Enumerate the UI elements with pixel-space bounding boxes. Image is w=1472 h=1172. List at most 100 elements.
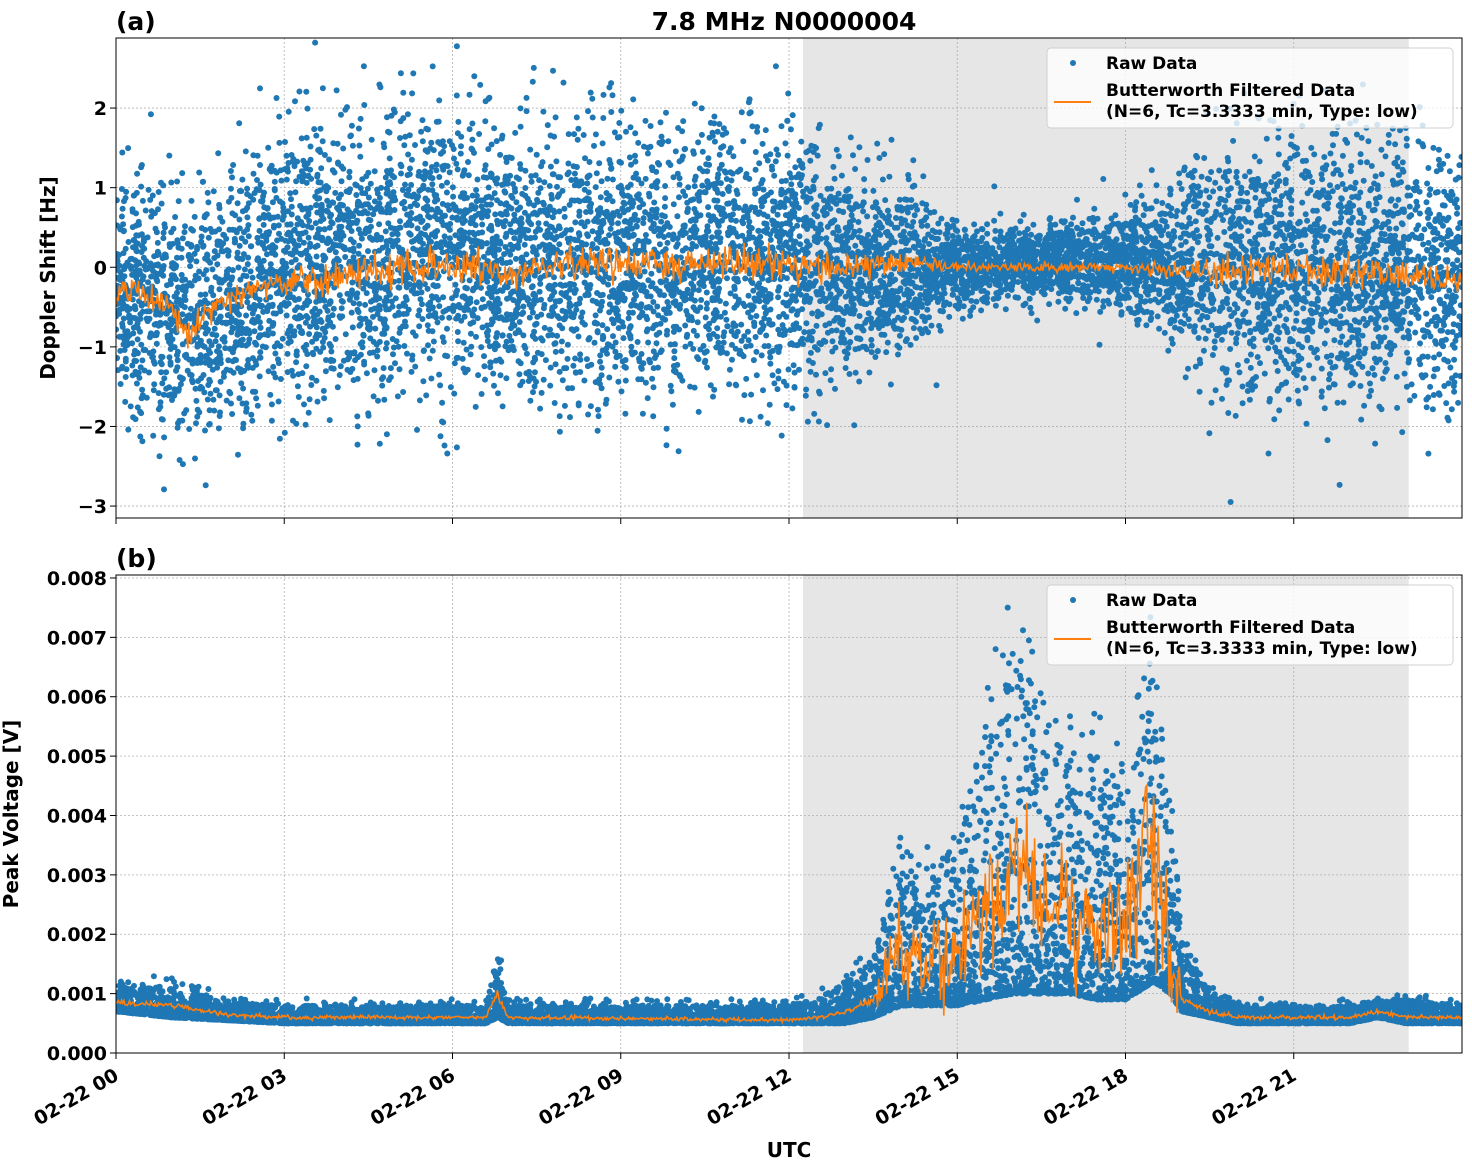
raw-data-point	[698, 297, 705, 303]
raw-data-point	[236, 216, 243, 223]
raw-data-point	[924, 222, 931, 229]
raw-data-point	[638, 364, 645, 371]
raw-data-point	[1350, 368, 1357, 375]
raw-data-point	[1206, 430, 1213, 437]
raw-data-point	[554, 183, 560, 190]
raw-data-point	[309, 531, 315, 537]
raw-data-point	[843, 355, 850, 362]
raw-data-point	[580, 132, 587, 138]
raw-data-point	[1108, 215, 1115, 222]
raw-data-point	[1170, 246, 1177, 253]
raw-data-point	[478, 284, 484, 291]
raw-data-point	[512, 129, 519, 136]
raw-data-point	[703, 289, 710, 296]
raw-data-point	[398, 170, 404, 177]
raw-data-point	[1337, 209, 1344, 216]
raw-data-point	[134, 404, 141, 411]
raw-data-point	[754, 128, 761, 135]
raw-data-point	[1221, 229, 1228, 235]
raw-data-point	[1310, 207, 1317, 214]
raw-data-point	[313, 253, 320, 260]
raw-data-point	[531, 272, 538, 279]
raw-data-point	[1122, 191, 1129, 198]
raw-data-point	[628, 343, 635, 350]
raw-data-point	[551, 400, 558, 406]
raw-data-point	[990, 296, 997, 302]
raw-data-point	[525, 378, 532, 384]
raw-data-point	[1248, 219, 1255, 226]
raw-data-point	[499, 332, 506, 339]
raw-data-point	[1399, 429, 1406, 436]
raw-data-point	[288, 367, 295, 374]
raw-data-point	[913, 335, 920, 341]
raw-data-point	[795, 204, 802, 211]
raw-data-point	[116, 197, 120, 204]
raw-data-point	[775, 294, 782, 301]
raw-data-point	[451, 390, 458, 397]
raw-data-point	[1435, 390, 1442, 397]
raw-data-point	[895, 351, 901, 358]
raw-data-point	[657, 119, 664, 126]
raw-data-point	[750, 287, 757, 294]
raw-data-point	[600, 91, 607, 98]
raw-data-point	[606, 232, 613, 239]
raw-data-point	[139, 357, 146, 364]
raw-data-point	[585, 108, 591, 115]
raw-data-point	[376, 221, 383, 228]
raw-data-point	[583, 356, 590, 363]
raw-data-point	[720, 339, 727, 346]
raw-data-point	[453, 315, 460, 322]
raw-data-point	[1302, 248, 1309, 255]
raw-data-point	[598, 364, 605, 371]
raw-data-point	[638, 180, 645, 187]
raw-data-point	[552, 114, 559, 121]
raw-data-point	[1176, 180, 1183, 187]
raw-data-point	[186, 426, 193, 432]
raw-data-point	[1242, 308, 1249, 315]
raw-data-point	[785, 366, 792, 373]
raw-data-point	[299, 304, 306, 311]
raw-data-point	[695, 287, 702, 294]
raw-data-point	[1245, 228, 1252, 234]
raw-data-point	[584, 180, 591, 187]
raw-data-point	[1186, 323, 1193, 330]
raw-data-point	[639, 410, 646, 417]
raw-data-point	[671, 341, 678, 348]
raw-data-point	[649, 325, 656, 332]
raw-data-point	[350, 300, 357, 307]
raw-data-point	[1361, 402, 1368, 409]
raw-data-point	[511, 235, 518, 242]
raw-data-point	[546, 183, 553, 189]
raw-data-point	[252, 388, 259, 395]
raw-data-point	[1355, 360, 1362, 367]
raw-data-point	[139, 276, 146, 283]
raw-data-point	[662, 316, 669, 323]
raw-data-point	[168, 179, 175, 186]
raw-data-point	[1372, 195, 1379, 202]
raw-data-point	[572, 286, 579, 293]
raw-data-point	[889, 320, 896, 327]
raw-data-point	[404, 350, 410, 357]
raw-data-point	[271, 222, 277, 229]
raw-data-point	[1443, 246, 1450, 253]
raw-data-point	[856, 144, 863, 151]
raw-data-point	[1300, 375, 1307, 382]
raw-data-point	[211, 325, 218, 332]
raw-data-point	[539, 159, 546, 166]
raw-data-point	[227, 390, 234, 397]
raw-data-point	[785, 90, 792, 97]
raw-data-point	[1458, 262, 1462, 269]
raw-data-point	[740, 214, 747, 221]
raw-data-point	[1165, 347, 1172, 354]
raw-data-point	[402, 181, 408, 188]
raw-data-point	[312, 39, 319, 46]
raw-data-point	[1272, 359, 1279, 365]
raw-data-point	[269, 199, 276, 206]
raw-data-point	[1312, 233, 1319, 240]
raw-data-point	[256, 215, 263, 222]
raw-data-point	[444, 325, 450, 332]
raw-data-point	[397, 118, 404, 125]
raw-data-point	[1194, 308, 1201, 315]
raw-data-point	[538, 389, 545, 396]
raw-data-point	[1148, 315, 1155, 322]
